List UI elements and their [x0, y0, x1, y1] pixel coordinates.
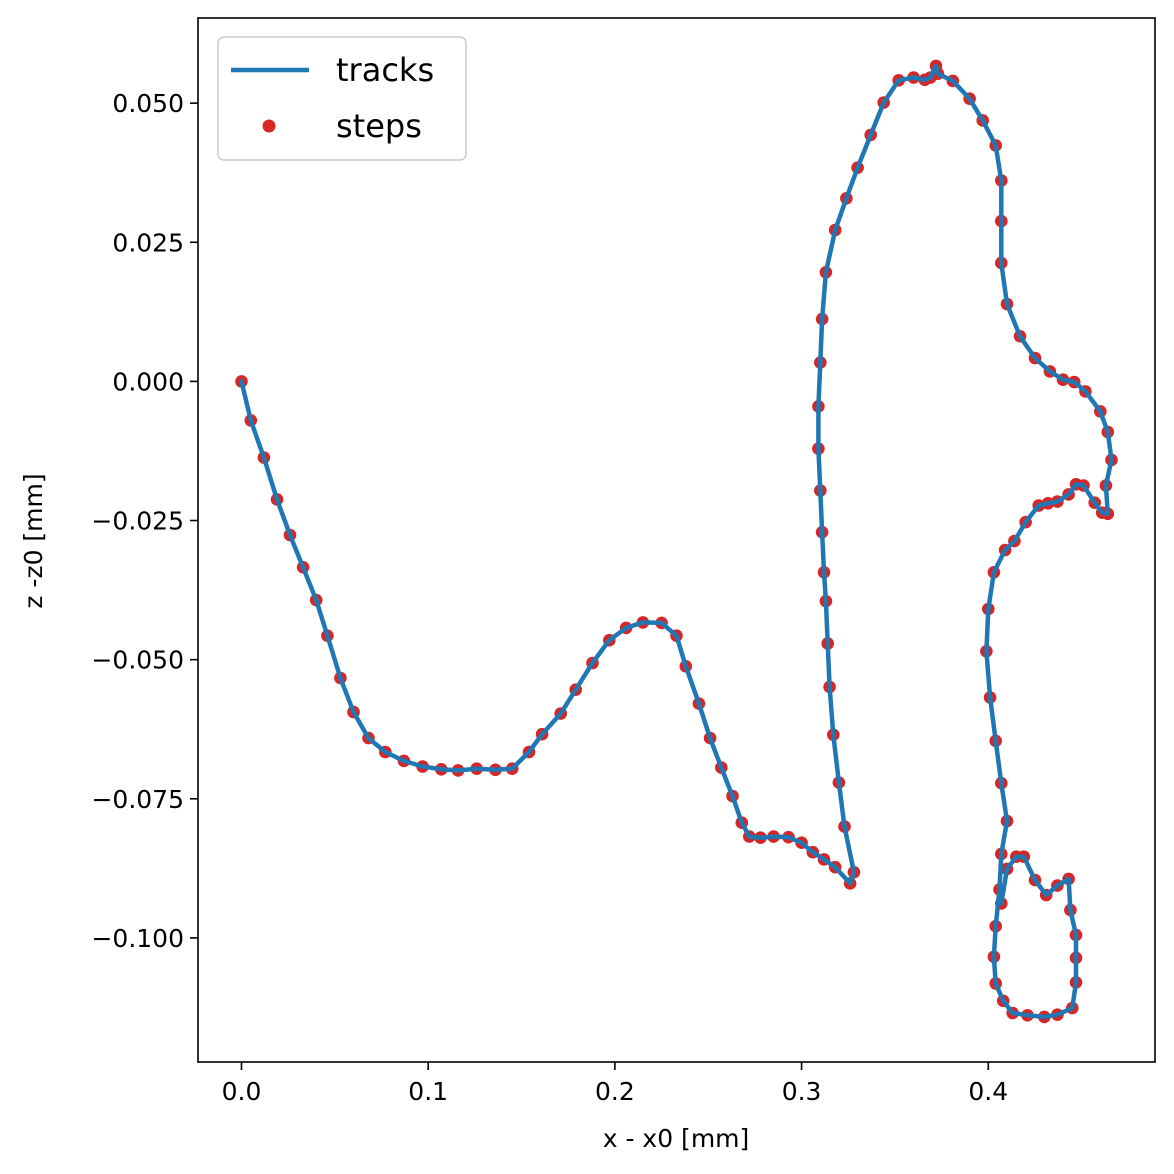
x-axis: 0.0 0.1 0.2 0.3 0.4	[222, 1062, 1008, 1106]
x-tick-label: 0.2	[595, 1077, 635, 1106]
x-tick-label: 0.0	[222, 1077, 262, 1106]
legend-label-steps: steps	[336, 107, 422, 145]
y-tick-label: 0.050	[112, 89, 184, 118]
y-tick-label: 0.000	[112, 367, 184, 396]
x-tick-label: 0.4	[968, 1077, 1008, 1106]
series-line-tracks	[239, 63, 1114, 1020]
y-tick-label: −0.100	[91, 924, 184, 953]
y-axis-label: z -z0 [mm]	[19, 473, 48, 608]
legend: tracks steps	[217, 36, 467, 161]
y-tick-label: −0.050	[91, 646, 184, 675]
y-tick-label: −0.025	[91, 507, 184, 536]
y-tick-label: 0.025	[112, 228, 184, 257]
x-tick-label: 0.1	[408, 1077, 448, 1106]
x-axis-label: x - x0 [mm]	[603, 1124, 750, 1153]
legend-swatch-steps	[262, 119, 276, 133]
plot-area	[235, 59, 1118, 1024]
y-axis: 0.050 0.025 0.000 −0.025 −0.050 −0.075 −0.100	[91, 89, 198, 953]
plot-frame	[197, 17, 1156, 1063]
y-tick-label: −0.075	[91, 785, 184, 814]
x-tick-label: 0.3	[782, 1077, 822, 1106]
legend-label-tracks: tracks	[336, 51, 434, 89]
